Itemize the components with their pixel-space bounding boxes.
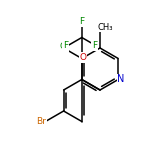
Text: F: F bbox=[92, 41, 97, 50]
Text: N: N bbox=[117, 74, 125, 85]
Text: CH₃: CH₃ bbox=[97, 22, 113, 31]
Text: Cl: Cl bbox=[59, 42, 68, 51]
Text: O: O bbox=[79, 53, 86, 62]
Text: F: F bbox=[79, 17, 84, 26]
Text: Br: Br bbox=[36, 117, 46, 126]
Text: F: F bbox=[63, 41, 68, 50]
